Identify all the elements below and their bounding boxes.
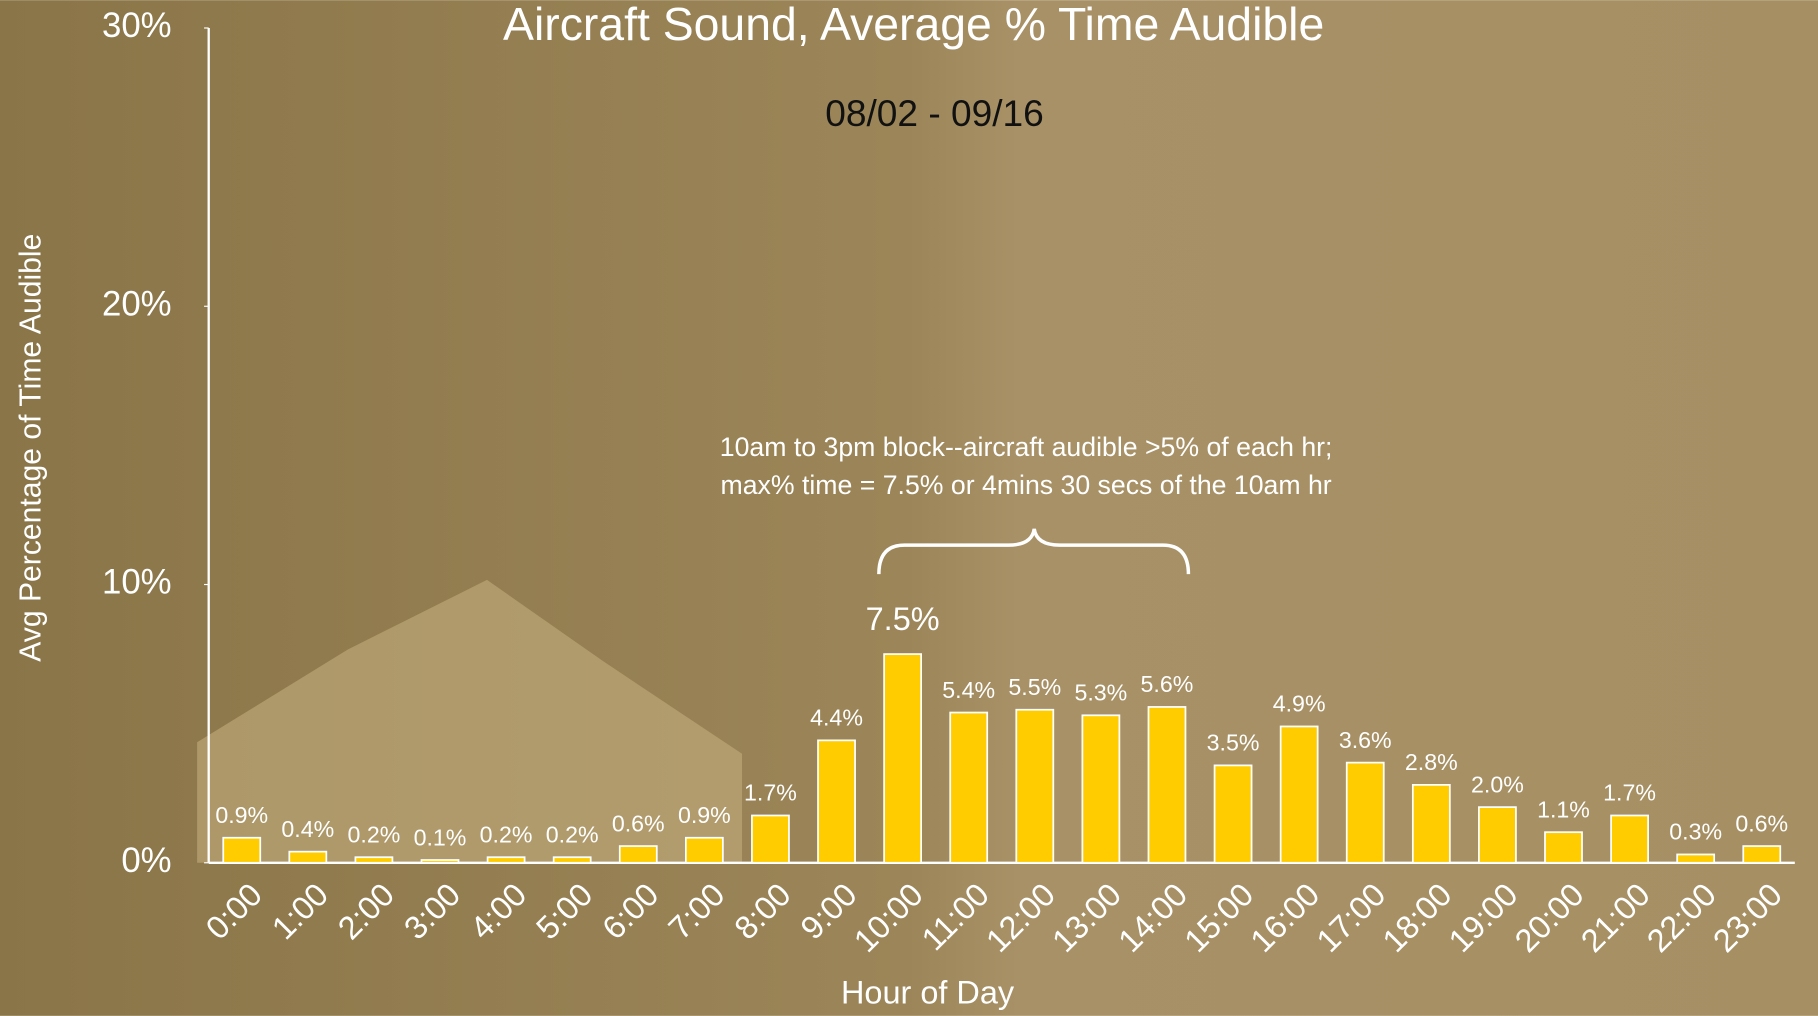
annotation-bracket (877, 528, 1191, 575)
bar (1411, 784, 1451, 864)
data-label: 4.9% (1273, 691, 1326, 717)
bar (1213, 764, 1253, 864)
data-label: 0.6% (1735, 810, 1788, 836)
bar (354, 856, 394, 864)
bar (1676, 853, 1716, 864)
y-tick-label: 20% (102, 285, 172, 323)
data-label: 5.3% (1074, 680, 1127, 706)
y-axis-title: Avg Percentage of Time Audible (14, 234, 47, 662)
bar (684, 836, 724, 864)
bar (1081, 714, 1121, 864)
annotation: max% time = 7.5% or 4mins 30 secs of the… (721, 470, 1332, 500)
data-label: 2.8% (1405, 749, 1458, 775)
bar (1147, 706, 1187, 864)
data-label: 5.4% (942, 677, 995, 703)
data-label: 5.5% (1008, 674, 1061, 700)
data-label: 0.1% (414, 824, 467, 850)
y-tick-label: 10% (102, 564, 172, 602)
bar (883, 653, 922, 864)
bar (552, 856, 592, 864)
y-tick-label: 0% (121, 842, 171, 880)
data-label: 3.5% (1207, 730, 1260, 756)
data-label: 2.0% (1471, 771, 1524, 797)
data-label: 1.1% (1537, 796, 1590, 822)
bar (1478, 806, 1517, 864)
bar (1544, 831, 1583, 864)
data-label: 3.6% (1339, 727, 1392, 753)
data-label: 0.2% (480, 821, 533, 847)
chart-subtitle: 08/02 - 09/16 (825, 92, 1044, 134)
data-label: 7.5% (866, 601, 940, 637)
bar (222, 836, 262, 864)
data-label: 0.2% (546, 821, 599, 847)
bar (751, 814, 790, 864)
bar (1610, 814, 1649, 864)
data-label: 1.7% (1603, 780, 1656, 806)
mountain-decor (197, 579, 743, 863)
data-label: 0.2% (348, 821, 401, 847)
bar (486, 856, 526, 864)
data-label: 0.4% (281, 816, 334, 842)
bar (1015, 708, 1055, 864)
data-label: 0.3% (1669, 819, 1722, 845)
x-axis-title: Hour of Day (841, 975, 1015, 1011)
data-label: 0.9% (215, 802, 268, 828)
bar (1279, 725, 1319, 864)
bar (817, 739, 856, 864)
bar (1742, 845, 1782, 864)
annotation: 10am to 3pm block--aircraft audible >5% … (720, 432, 1333, 462)
bar (420, 859, 460, 864)
data-label: 4.4% (810, 705, 863, 731)
bar (1345, 761, 1385, 864)
data-label: 0.9% (678, 802, 731, 828)
data-label: 0.6% (612, 810, 665, 836)
data-label: 1.7% (744, 780, 797, 806)
bar (288, 850, 328, 864)
y-tick-label: 30% (102, 7, 172, 45)
chart-title: Aircraft Sound, Average % Time Audible (503, 0, 1324, 50)
bar (949, 711, 989, 864)
data-label: 5.6% (1141, 671, 1194, 697)
bar (618, 845, 658, 864)
